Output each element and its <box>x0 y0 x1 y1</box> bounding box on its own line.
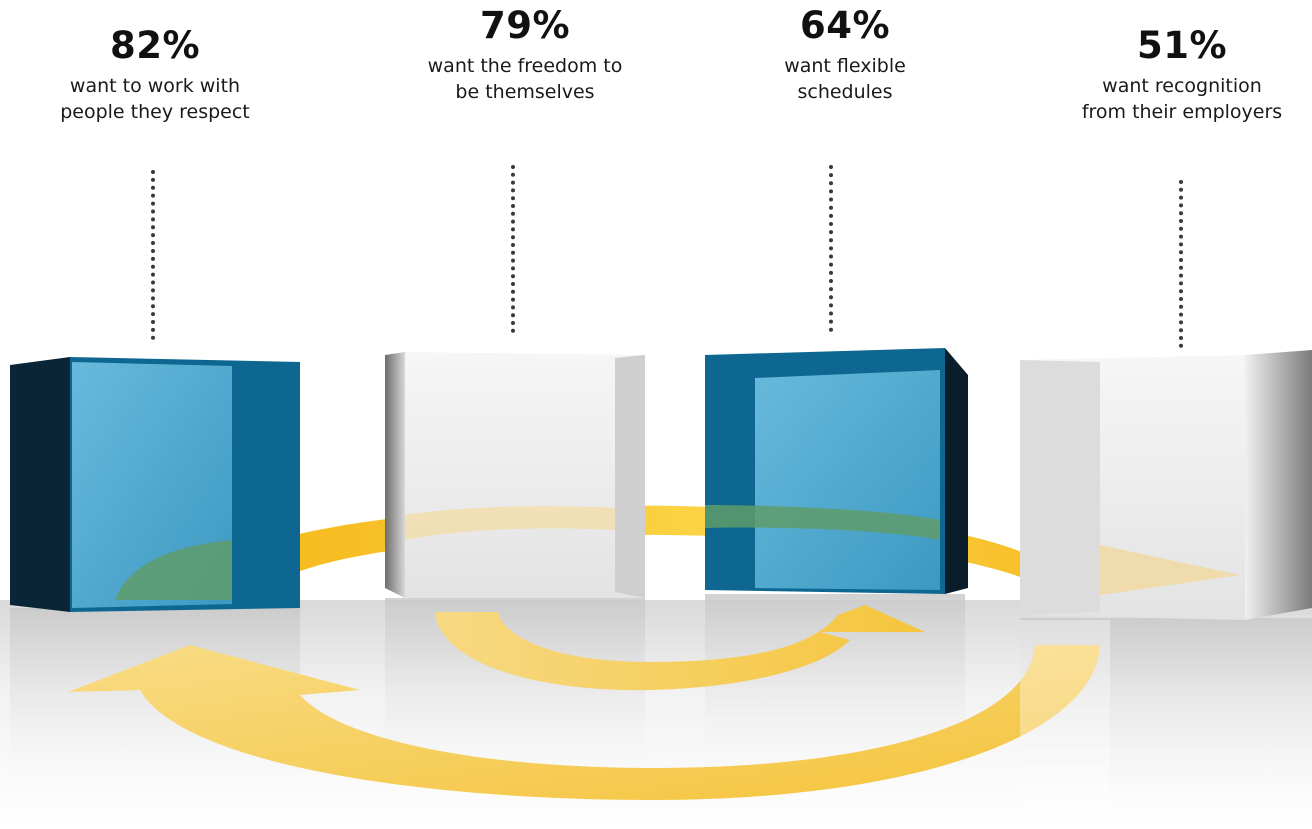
cube-51 <box>1020 350 1312 620</box>
small-arrow <box>435 605 925 691</box>
stat-description-line1: want flexible <box>784 55 906 77</box>
stat-51: 51% want recognition from their employer… <box>1052 24 1312 125</box>
stat-79: 79% want the freedom to be themselves <box>390 4 660 105</box>
leader-line <box>511 165 515 333</box>
stat-description-line1: want the freedom to <box>427 55 623 77</box>
stat-percent: 51% <box>1136 24 1228 67</box>
stat-description-line2: schedules <box>797 81 893 103</box>
leader-line <box>1179 180 1183 348</box>
cube-64 <box>705 348 968 594</box>
leader-line <box>829 165 833 332</box>
cube-82 <box>10 357 300 612</box>
stat-percent: 79% <box>479 4 571 47</box>
stat-description-line2: from their employers <box>1081 101 1283 123</box>
stat-description-line2: be themselves <box>455 81 595 103</box>
stat-82: 82% want to work with people they respec… <box>20 24 290 125</box>
stat-percent: 64% <box>799 4 891 47</box>
stat-percent: 82% <box>109 24 201 67</box>
large-arrow <box>68 645 1100 800</box>
reflection-highlight <box>1020 620 1110 829</box>
stat-description-line2: people they respect <box>60 101 250 123</box>
leader-line <box>151 170 155 340</box>
stat-64: 64% want flexible schedules <box>710 4 980 105</box>
stat-description-line1: want to work with <box>69 75 241 97</box>
stat-description-line1: want recognition <box>1102 75 1262 97</box>
cube-79 <box>385 352 645 598</box>
